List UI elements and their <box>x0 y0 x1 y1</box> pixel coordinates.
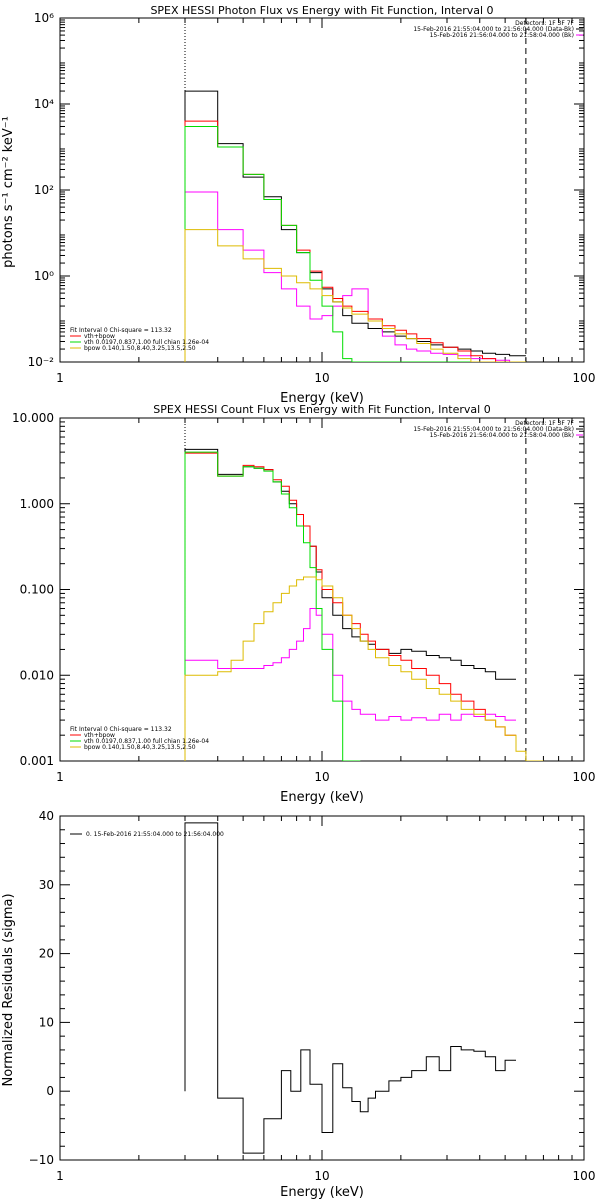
count-flux-x-tick-label: 1 <box>56 770 64 784</box>
residuals-x-tick-label: 100 <box>573 1169 596 1183</box>
residuals-y-tick-label: 30 <box>39 878 54 892</box>
photon-flux-x-tick-label: 10 <box>314 371 329 385</box>
photon-flux-fit-line: vth 0.0197,0.837,1.00 full chian 1.26e-0… <box>84 339 209 346</box>
residuals-legend-text: 0. 15-Feb-2016 21:55:04.000 to 21:56:04.… <box>86 831 224 838</box>
count-flux-fit-line: vth 0.0197,0.837,1.00 full chian 1.26e-0… <box>84 738 209 745</box>
residuals-x-tick-label: 10 <box>314 1169 329 1183</box>
count-flux-x-tick-label: 10 <box>314 770 329 784</box>
count-flux-y-tick-label: 1.000 <box>20 497 54 511</box>
count-flux-y-tick-label: 10.000 <box>12 411 54 425</box>
count-flux-header-line: 15-Feb-2016 21:55:04.000 to 21:56:04.000… <box>413 426 574 433</box>
residuals-plot-area <box>184 822 516 1154</box>
residuals-y-tick-label: 40 <box>39 809 54 823</box>
residuals-x-tick-label: 1 <box>56 1169 64 1183</box>
residuals-y-tick-label: −10 <box>29 1153 54 1167</box>
count-flux-y-tick-label: 0.001 <box>20 754 54 768</box>
photon-flux-axes-frame <box>59 17 585 363</box>
photon-flux-y-tick-label: 10² <box>34 183 54 197</box>
count-flux-y-tick-label: 0.100 <box>20 583 54 597</box>
photon-flux-fit-line: vth+bpow <box>84 333 115 340</box>
photon-flux-series-bk <box>184 191 526 362</box>
residuals-series-residuals <box>184 822 516 1154</box>
photon-flux-series-vth-bpow <box>184 120 526 362</box>
count-flux-series-bk <box>184 608 516 761</box>
count-flux-series-vth-bpow <box>184 452 516 761</box>
count-flux-title: SPEX HESSI Count Flux vs Energy with Fit… <box>153 403 490 416</box>
residuals-y-tick-label: 10 <box>39 1015 54 1029</box>
count-flux-header-line: Detectors: 1F 3F 7F <box>515 420 574 427</box>
photon-flux-header-line: 15-Feb-2016 21:55:04.000 to 21:56:04.000… <box>413 26 574 33</box>
photon-flux-y-tick-label: 10⁰ <box>34 269 54 283</box>
photon-flux-xlabel: Energy (keV) <box>280 391 364 406</box>
photon-flux-fit-line: bpow 0.140,1.50,8.40,3.25,13.5,2.50 <box>84 345 196 352</box>
count-flux-fit-line: Fit Interval 0 Chi-square = 113.32 <box>70 726 172 733</box>
count-flux-series-bpow <box>184 576 544 761</box>
photon-flux-y-tick-label: 10⁴ <box>34 97 54 111</box>
count-flux-header-line: 15-Feb-2016 21:56:04.000 to 21:58:04.000… <box>430 432 574 439</box>
count-flux-y-tick-label: 0.010 <box>20 668 54 682</box>
residuals-xlabel: Energy (keV) <box>280 1185 364 1200</box>
residuals-y-tick-label: 20 <box>39 947 54 961</box>
photon-flux-header-line: 15-Feb-2016 21:56:04.000 to 21:58:04.000… <box>430 32 574 39</box>
photon-flux-series-bpow <box>184 229 526 362</box>
photon-flux-series-data-bk <box>184 90 526 362</box>
count-flux-xlabel: Energy (keV) <box>280 790 364 805</box>
photon-flux-y-tick-label: 10⁶ <box>34 11 54 25</box>
photon-flux-plot-area <box>184 90 526 362</box>
count-flux-x-tick-label: 100 <box>573 770 596 784</box>
residuals-y-tick-label: 0 <box>46 1084 54 1098</box>
photon-flux-fit-line: Fit Interval 0 Chi-square = 113.32 <box>70 327 172 334</box>
photon-flux-x-tick-label: 100 <box>573 371 596 385</box>
count-flux-fit-line: bpow 0.140,1.50,8.40,3.25,13.5,2.50 <box>84 744 196 751</box>
residuals-panel: Energy (keV) Normalized Residuals (sigma… <box>1 809 595 1200</box>
residuals-ylabel: Normalized Residuals (sigma) <box>1 893 16 1086</box>
photon-flux-x-tick-label: 1 <box>56 371 64 385</box>
photon-flux-y-tick-label: 10⁻² <box>28 355 55 369</box>
photon-flux-title: SPEX HESSI Photon Flux vs Energy with Fi… <box>150 4 493 17</box>
count-flux-fit-line: vth+bpow <box>84 732 115 739</box>
count-flux-series-vth <box>184 451 361 761</box>
count-flux-panel: SPEX HESSI Count Flux vs Energy with Fit… <box>12 403 595 805</box>
photon-flux-header-line: Detectors: 1F 3F 7F <box>515 20 574 27</box>
photon-flux-ylabel: photons s⁻¹ cm⁻² keV⁻¹ <box>1 116 16 268</box>
count-flux-plot-area <box>184 448 544 761</box>
photon-flux-panel: SPEX HESSI Photon Flux vs Energy with Fi… <box>1 4 595 406</box>
photon-flux-series-vth <box>184 126 526 362</box>
